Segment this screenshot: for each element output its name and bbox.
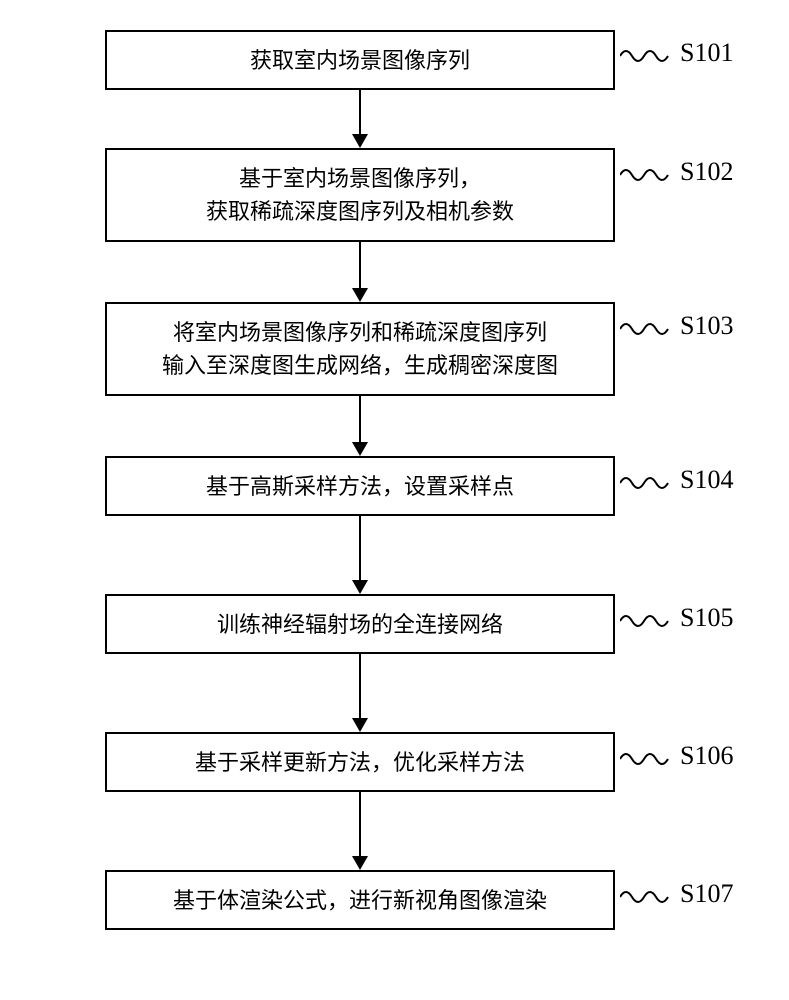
step-box-s106: 基于采样更新方法，优化采样方法 xyxy=(105,732,615,792)
step-box-s101: 获取室内场景图像序列 xyxy=(105,30,615,90)
step-text: 基于高斯采样方法，设置采样点 xyxy=(206,470,514,503)
squiggle-icon xyxy=(620,46,670,66)
step-box-s102: 基于室内场景图像序列， 获取稀疏深度图序列及相机参数 xyxy=(105,148,615,242)
step-text: 基于室内场景图像序列， 获取稀疏深度图序列及相机参数 xyxy=(206,162,514,228)
step-label-s105: S105 xyxy=(680,603,733,633)
step-label-s103: S103 xyxy=(680,311,733,341)
step-text: 获取室内场景图像序列 xyxy=(250,44,470,77)
step-box-s103: 将室内场景图像序列和稀疏深度图序列 输入至深度图生成网络，生成稠密深度图 xyxy=(105,302,615,396)
step-label-s101: S101 xyxy=(680,38,733,68)
arrow-line xyxy=(359,396,361,442)
arrow-line xyxy=(359,516,361,580)
squiggle-icon xyxy=(620,319,670,339)
squiggle-icon xyxy=(620,611,670,631)
arrow-head-icon xyxy=(352,580,368,594)
arrow-line xyxy=(359,242,361,288)
arrow-line xyxy=(359,792,361,856)
squiggle-icon xyxy=(620,749,670,769)
flowchart-container: 获取室内场景图像序列 S101 基于室内场景图像序列， 获取稀疏深度图序列及相机参数… xyxy=(0,0,789,1000)
step-text: 基于体渲染公式，进行新视角图像渲染 xyxy=(173,884,547,917)
squiggle-icon xyxy=(620,473,670,493)
arrow-head-icon xyxy=(352,288,368,302)
step-box-s105: 训练神经辐射场的全连接网络 xyxy=(105,594,615,654)
step-text: 训练神经辐射场的全连接网络 xyxy=(217,608,503,641)
arrow-head-icon xyxy=(352,718,368,732)
squiggle-icon xyxy=(620,165,670,185)
squiggle-icon xyxy=(620,887,670,907)
step-box-s104: 基于高斯采样方法，设置采样点 xyxy=(105,456,615,516)
arrow-head-icon xyxy=(352,442,368,456)
arrow-line xyxy=(359,90,361,134)
step-text: 将室内场景图像序列和稀疏深度图序列 输入至深度图生成网络，生成稠密深度图 xyxy=(162,316,558,382)
step-label-s107: S107 xyxy=(680,879,733,909)
step-label-s106: S106 xyxy=(680,741,733,771)
step-box-s107: 基于体渲染公式，进行新视角图像渲染 xyxy=(105,870,615,930)
step-label-s102: S102 xyxy=(680,157,733,187)
step-label-s104: S104 xyxy=(680,465,733,495)
arrow-head-icon xyxy=(352,134,368,148)
step-text: 基于采样更新方法，优化采样方法 xyxy=(195,746,525,779)
arrow-line xyxy=(359,654,361,718)
arrow-head-icon xyxy=(352,856,368,870)
